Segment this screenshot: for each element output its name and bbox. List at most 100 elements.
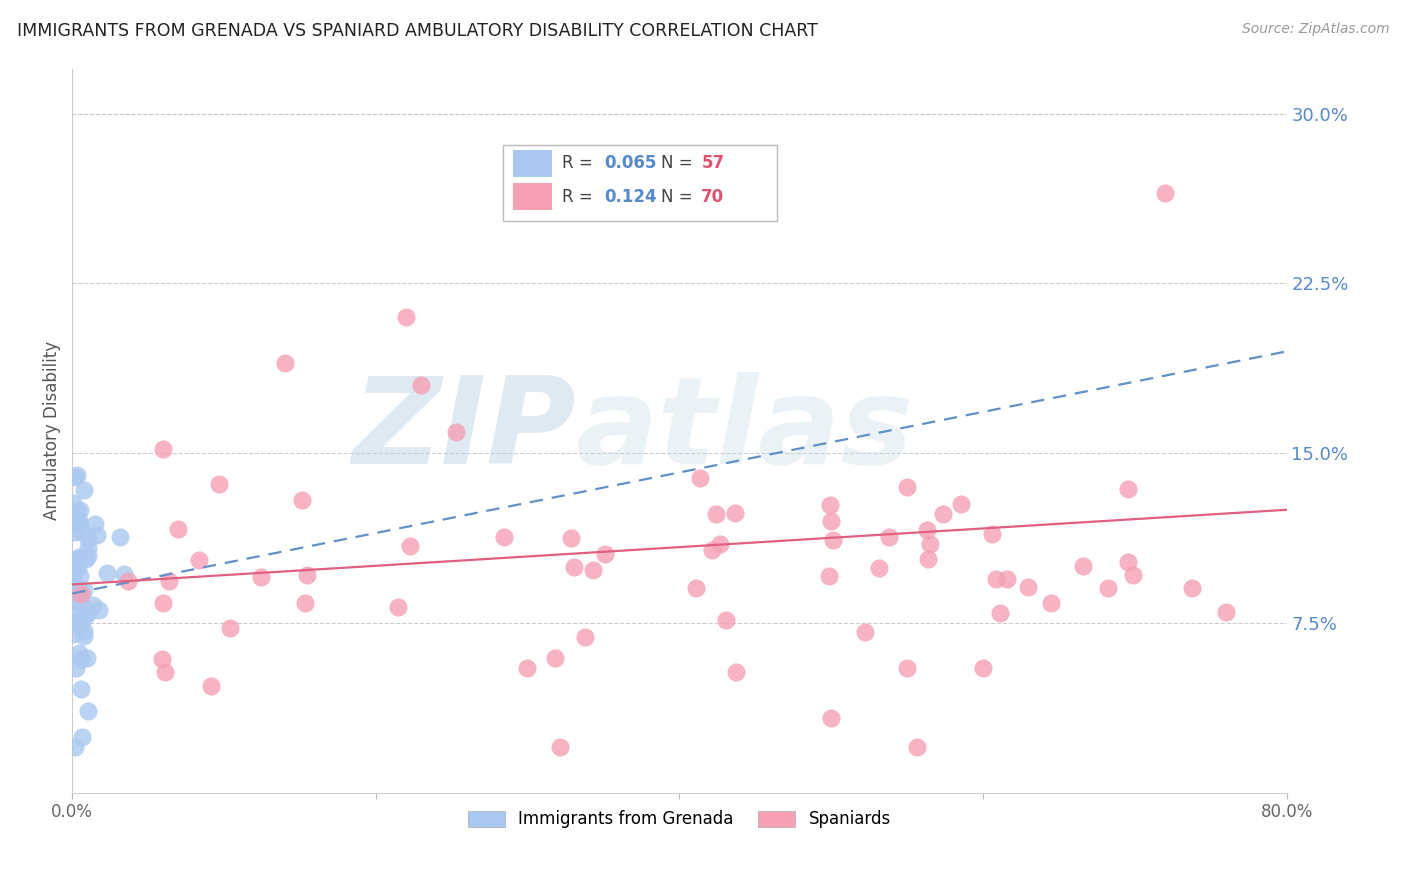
Text: N =: N = — [661, 187, 697, 206]
Point — [820, 514, 842, 528]
Point — [986, 572, 1008, 586]
Point — [89, 603, 111, 617]
Point — [67, 561, 90, 575]
Point — [112, 566, 135, 581]
Point — [562, 560, 585, 574]
Point — [988, 606, 1011, 620]
Point — [152, 596, 174, 610]
Point — [65, 524, 87, 539]
Point — [972, 661, 994, 675]
Point — [689, 471, 711, 485]
Point — [1017, 580, 1039, 594]
Point — [70, 730, 93, 744]
Point — [1071, 559, 1094, 574]
Point — [820, 711, 842, 725]
Point — [67, 549, 90, 564]
Point — [66, 611, 89, 625]
Point — [724, 506, 747, 520]
Text: 57: 57 — [702, 154, 724, 172]
Point — [77, 606, 100, 620]
Point — [905, 740, 928, 755]
Point — [73, 611, 96, 625]
Point — [1116, 555, 1139, 569]
Point — [395, 310, 418, 325]
Point — [67, 585, 90, 599]
Point — [76, 704, 98, 718]
Point — [152, 442, 174, 456]
Text: N =: N = — [661, 154, 697, 172]
Point — [67, 618, 90, 632]
Point — [69, 587, 91, 601]
Point — [818, 498, 841, 512]
Point — [593, 547, 616, 561]
Point — [290, 492, 312, 507]
Point — [67, 514, 90, 528]
Point — [1116, 482, 1139, 496]
Point — [65, 739, 87, 754]
Point — [70, 652, 93, 666]
Point — [65, 660, 87, 674]
Point — [1039, 596, 1062, 610]
Text: 70: 70 — [702, 187, 724, 206]
Point — [73, 582, 96, 597]
Point — [709, 537, 731, 551]
Point — [818, 569, 841, 583]
Point — [66, 552, 89, 566]
Point — [67, 646, 90, 660]
Point — [582, 563, 605, 577]
Point — [218, 621, 240, 635]
Point — [117, 574, 139, 588]
Point — [853, 625, 876, 640]
Point — [67, 582, 90, 596]
Point — [544, 650, 567, 665]
Point — [96, 566, 118, 581]
Text: R =: R = — [561, 187, 598, 206]
Point — [70, 587, 93, 601]
Point — [73, 624, 96, 638]
Point — [516, 661, 538, 675]
Point — [574, 630, 596, 644]
Point — [915, 524, 938, 538]
Point — [69, 503, 91, 517]
Point — [920, 537, 942, 551]
Point — [917, 552, 939, 566]
Point — [66, 594, 89, 608]
Point — [879, 529, 901, 543]
Point — [950, 497, 973, 511]
Point — [997, 572, 1019, 586]
Point — [150, 652, 173, 666]
Point — [73, 483, 96, 498]
Point — [67, 615, 90, 629]
Point — [294, 596, 316, 610]
Y-axis label: Ambulatory Disability: Ambulatory Disability — [44, 341, 60, 520]
FancyBboxPatch shape — [513, 150, 553, 178]
Point — [724, 665, 747, 679]
Point — [73, 629, 96, 643]
Point — [62, 560, 84, 574]
Text: ZIP: ZIP — [353, 372, 576, 489]
Point — [157, 574, 180, 589]
Point — [77, 532, 100, 546]
Point — [200, 679, 222, 693]
Point — [188, 553, 211, 567]
Point — [548, 740, 571, 755]
Point — [67, 615, 90, 630]
Point — [63, 512, 86, 526]
Point — [685, 581, 707, 595]
Point — [896, 480, 918, 494]
Point — [274, 356, 297, 370]
Point — [66, 504, 89, 518]
Point — [823, 533, 845, 547]
Point — [250, 570, 273, 584]
Point — [62, 567, 84, 582]
Text: Source: ZipAtlas.com: Source: ZipAtlas.com — [1241, 22, 1389, 37]
Point — [70, 525, 93, 540]
Text: 0.124: 0.124 — [605, 187, 657, 206]
Point — [108, 530, 131, 544]
Point — [66, 596, 89, 610]
Point — [62, 627, 84, 641]
Point — [1154, 186, 1177, 200]
Point — [1215, 605, 1237, 619]
FancyBboxPatch shape — [503, 145, 776, 220]
Point — [77, 549, 100, 564]
